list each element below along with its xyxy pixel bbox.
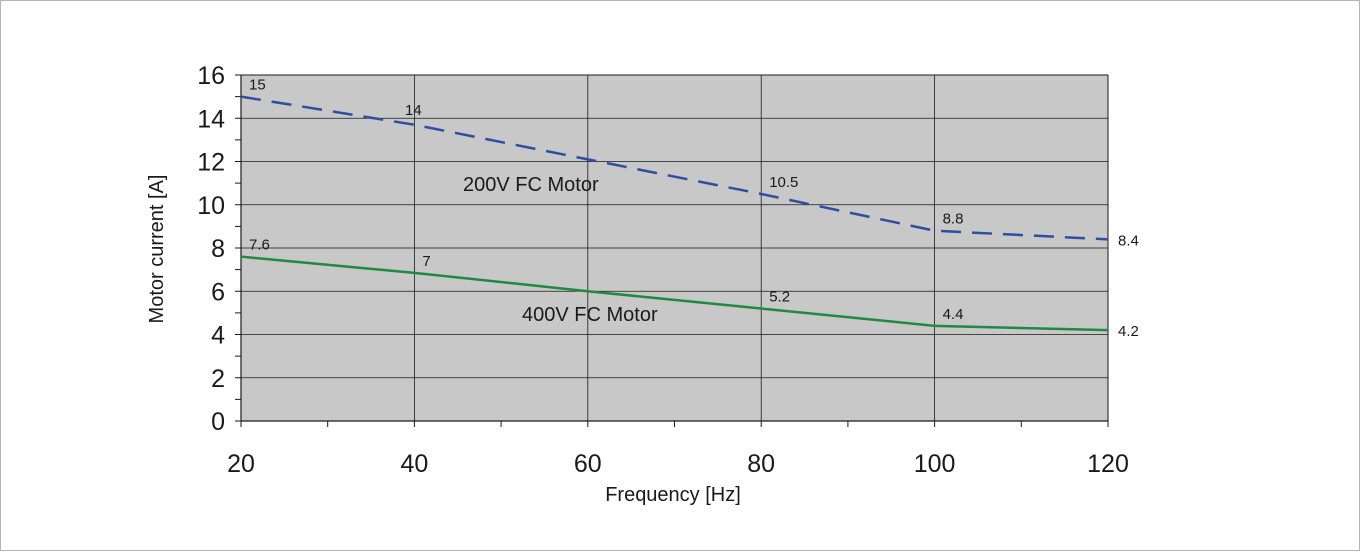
y-tick-label: 4 xyxy=(211,322,225,350)
series-name-400v: 400V FC Motor xyxy=(522,304,658,326)
y-tick-label: 8 xyxy=(211,235,225,263)
y-axis-title: Motor current [A] xyxy=(146,175,168,324)
y-tick-label: 16 xyxy=(197,62,225,90)
y-tick-label: 12 xyxy=(197,149,225,177)
series-lines xyxy=(240,95,1109,332)
data-label: 4.2 xyxy=(1118,323,1139,340)
x-tick-label: 40 xyxy=(400,450,428,478)
y-tick-label: 14 xyxy=(197,105,225,133)
axes xyxy=(235,74,1109,427)
x-tick-label: 20 xyxy=(227,450,255,478)
y-tick-label: 10 xyxy=(197,192,225,220)
data-label: 4.4 xyxy=(943,306,964,323)
y-tick-label: 6 xyxy=(211,278,225,306)
y-tick-labels: 0 2 4 6 8 10 12 14 16 xyxy=(197,62,225,436)
data-label: 15 xyxy=(249,77,266,94)
series-name-200v: 200V FC Motor xyxy=(463,174,599,196)
y-tick-label: 0 xyxy=(211,408,225,436)
y-tick-label: 2 xyxy=(211,365,225,393)
data-label: 8.4 xyxy=(1118,232,1139,249)
x-tick-labels: 20 40 60 80 100 120 xyxy=(227,450,1129,478)
data-label: 5.2 xyxy=(769,289,790,306)
data-label: 7 xyxy=(422,253,430,270)
x-tick-label: 80 xyxy=(747,450,775,478)
x-tick-label: 120 xyxy=(1087,450,1129,478)
data-label: 8.8 xyxy=(943,211,964,228)
x-tick-label: 60 xyxy=(574,450,602,478)
data-label: 14 xyxy=(405,102,422,119)
series-line-400v xyxy=(240,255,1109,332)
data-label: 10.5 xyxy=(769,174,798,191)
series-data-labels: 15 14 10.5 8.8 8.4 7.6 7 5.2 4.4 4.2 xyxy=(249,77,1139,341)
data-label: 7.6 xyxy=(249,237,270,254)
x-axis-title: Frequency [Hz] xyxy=(605,484,741,506)
x-tick-label: 100 xyxy=(914,450,956,478)
series-line-200v xyxy=(240,95,1109,241)
